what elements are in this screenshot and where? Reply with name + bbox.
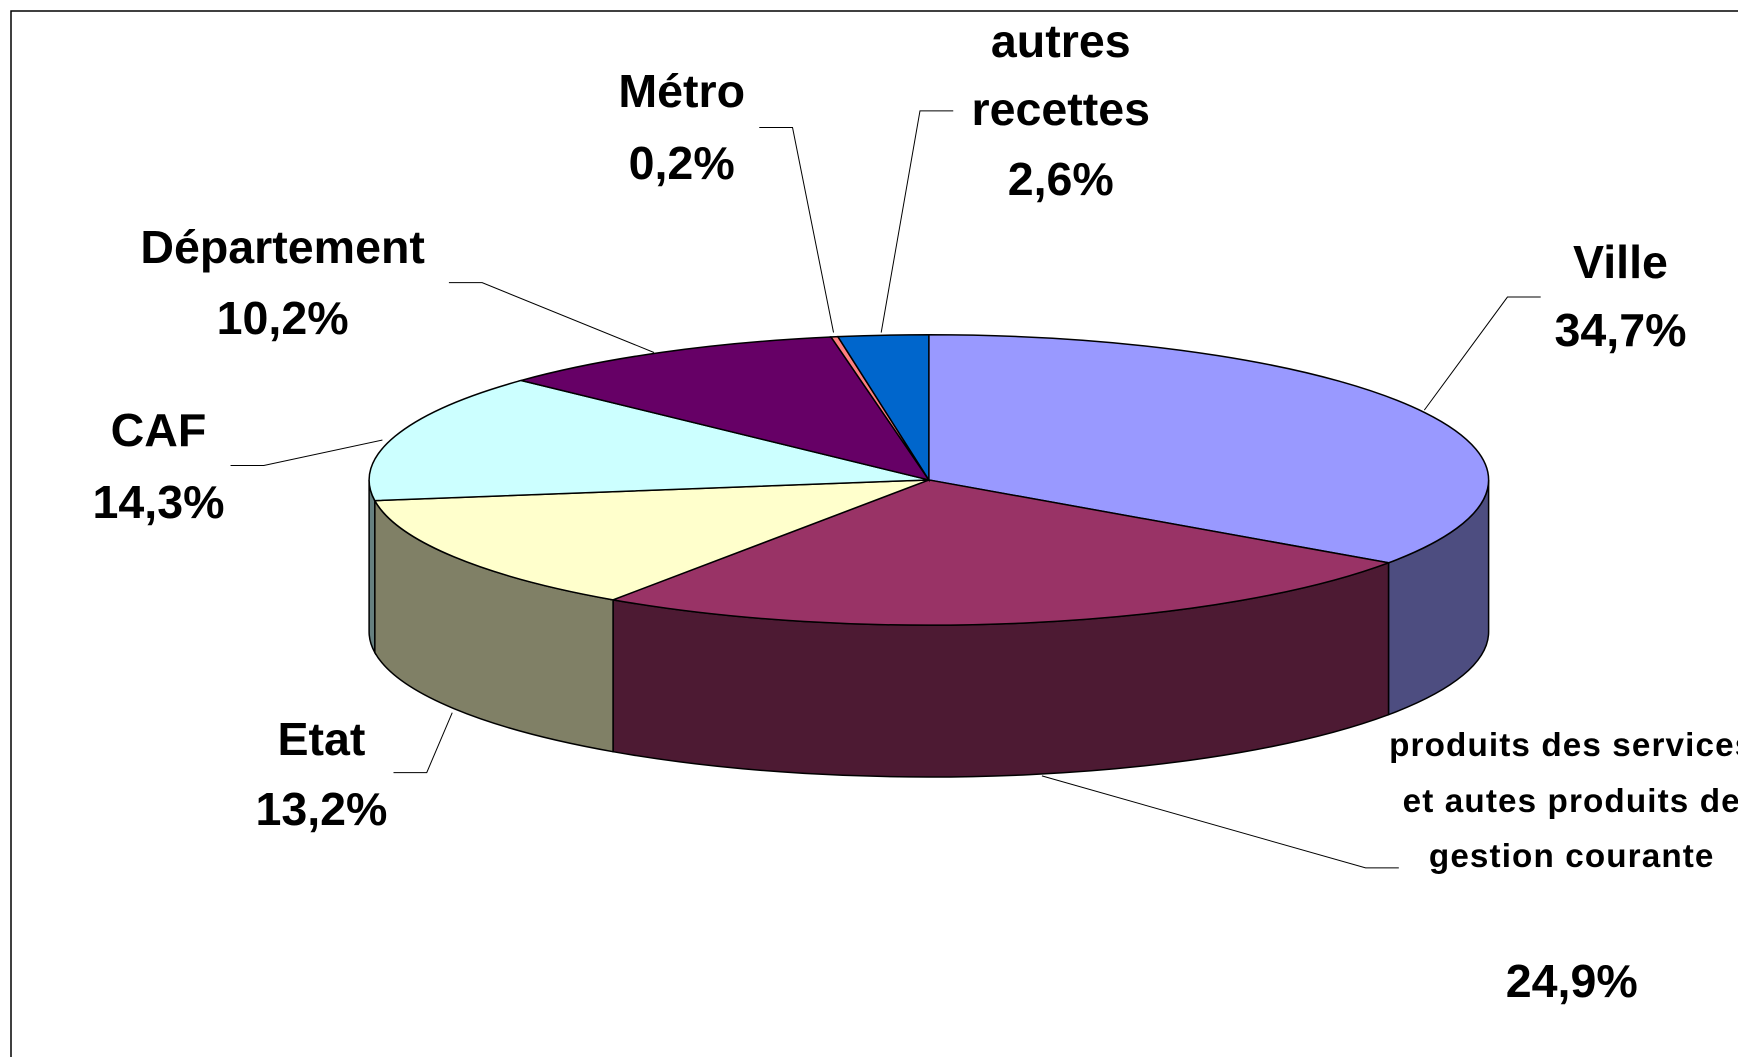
slice	[518, 336, 931, 482]
slice	[368, 379, 930, 502]
slice	[373, 479, 930, 601]
chart-border	[10, 10, 1738, 1057]
category-label: autres recettes	[971, 14, 1151, 136]
slice	[928, 333, 1490, 564]
leader-line	[448, 282, 655, 353]
leader-line	[759, 126, 835, 333]
leader-line	[880, 110, 954, 333]
slice-side	[368, 479, 376, 656]
value-label: 2,6%	[1007, 153, 1114, 206]
value-label: 13,2%	[255, 782, 388, 835]
value-label: 34,7%	[1554, 303, 1687, 356]
slice	[836, 333, 930, 483]
leader-line	[1041, 775, 1399, 869]
leader-line	[230, 439, 383, 467]
category-label: Département	[140, 220, 425, 273]
leader-line	[393, 712, 453, 774]
category-label: produits des services et autes produits …	[1389, 727, 1738, 876]
category-label: Ville	[1573, 236, 1668, 289]
category-label: CAF	[110, 403, 207, 456]
category-label: Etat	[277, 712, 366, 765]
value-label: 0,2%	[628, 136, 735, 189]
value-label: 10,2%	[216, 291, 349, 344]
value-label: 14,3%	[92, 475, 225, 528]
slice	[610, 479, 1392, 626]
category-label: Métro	[618, 64, 746, 117]
leader-line	[1423, 296, 1541, 411]
value-label: 24,9%	[1505, 954, 1638, 1007]
